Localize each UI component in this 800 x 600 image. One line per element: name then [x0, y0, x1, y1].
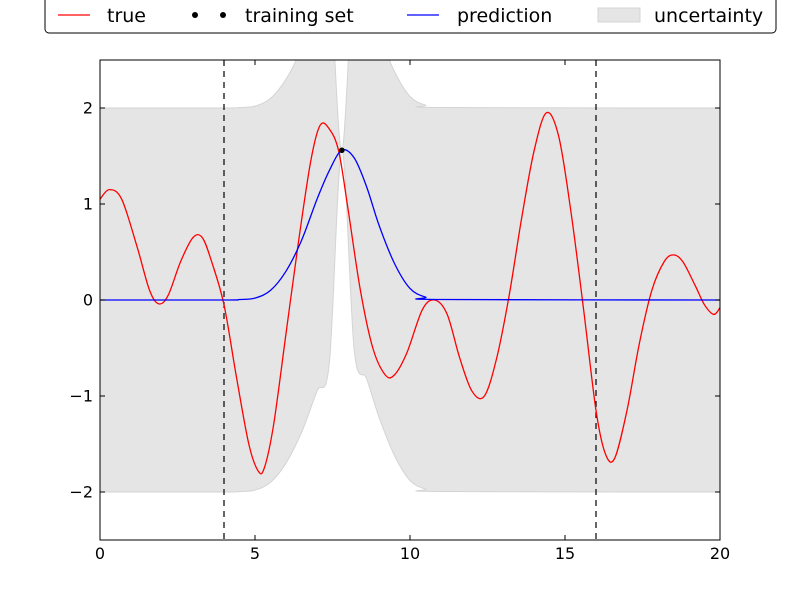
x-tick-label: 10 — [400, 544, 420, 563]
legend-uncertainty-label: uncertainty — [654, 5, 763, 27]
x-tick-label: 20 — [710, 544, 730, 563]
x-tick-label: 0 — [95, 544, 105, 563]
legend-training-dot-1 — [192, 12, 198, 18]
legend-prediction-label: prediction — [457, 5, 552, 27]
uncertainty-band — [100, 60, 720, 493]
legend: true training set prediction uncertainty — [44, 0, 777, 34]
legend-true-label: true — [107, 5, 146, 27]
legend-training-dot-2 — [220, 12, 226, 18]
y-tick-label: 1 — [83, 195, 93, 214]
legend-training-label: training set — [245, 5, 354, 27]
axes: 0 5 10 15 20 −2 −1 0 1 2 — [69, 60, 730, 563]
legend-box — [44, 0, 777, 34]
y-tick-label: 0 — [83, 291, 93, 310]
legend-uncertainty-swatch — [597, 7, 641, 23]
y-tick-label: −1 — [69, 387, 93, 406]
x-tick-label: 15 — [555, 544, 575, 563]
y-tick-label: −2 — [69, 483, 93, 502]
true-series-line — [100, 111, 720, 475]
training-point-1 — [339, 147, 345, 154]
plot-area — [100, 60, 720, 540]
x-tick-label: 5 — [250, 544, 260, 563]
y-tick-label: 2 — [83, 99, 93, 118]
